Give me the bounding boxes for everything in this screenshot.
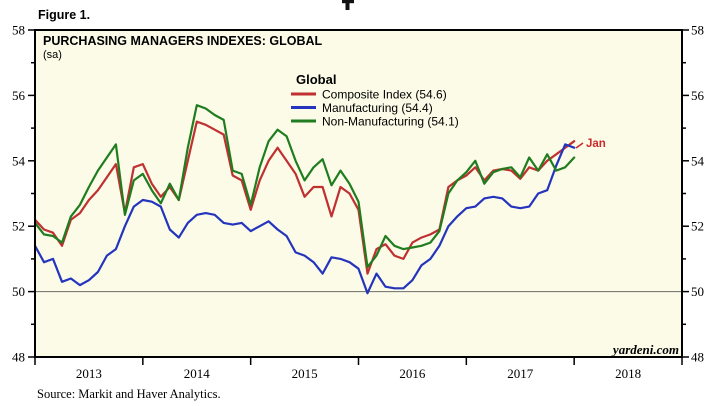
series-layer (33, 104, 576, 295)
x-axis-year-label: 2013 (76, 366, 102, 381)
source-note: Source: Markit and Haver Analytics. (37, 387, 221, 401)
chart-title: PURCHASING MANAGERS INDEXES: GLOBAL (43, 34, 323, 48)
legend-label-2: Non-Manufacturing (54.1) (322, 115, 459, 129)
y-axis-label-left: 48 (12, 350, 25, 365)
x-axis-year-label: 2017 (507, 366, 534, 381)
axes-layer: 48 48 50 50 52 52 54 54 56 56 58 58 2013 2014 2015 2016… (12, 23, 705, 382)
x-axis-year-label: 2015 (292, 366, 318, 381)
legend-label-0: Composite Index (54.6) (322, 88, 447, 102)
y-axis-label-left: 56 (12, 88, 26, 103)
x-axis-year-label: 2014 (184, 366, 211, 381)
x-axis-year-label: 2016 (399, 366, 426, 381)
legend: Composite Index (54.6)Manufacturing (54.… (291, 88, 459, 129)
y-axis-label-right: 58 (691, 23, 704, 38)
annotation-leader-line (575, 142, 584, 149)
series-line-manufacturing (33, 143, 576, 295)
plot-frame (34, 29, 683, 358)
legend-label-1: Manufacturing (54.4) (322, 101, 433, 115)
y-axis-label-left: 52 (12, 219, 25, 234)
chart-subtitle: (sa) (43, 49, 62, 61)
y-axis-label-right: 52 (691, 219, 704, 234)
y-axis-label-right: 54 (691, 153, 705, 168)
y-axis-label-right: 50 (691, 284, 704, 299)
y-axis-label-right: 56 (691, 88, 705, 103)
latest-month-annotation: Jan (586, 138, 606, 150)
series-line-non-manufacturing (33, 104, 576, 269)
plot-area-background (35, 30, 682, 357)
y-axis-label-right: 48 (691, 350, 704, 365)
cropped-text-artifact (342, 0, 354, 10)
legend-header: Global (296, 72, 336, 87)
y-axis-label-left: 54 (12, 153, 26, 168)
figure-label: Figure 1. (38, 8, 90, 22)
y-axis-label-left: 50 (12, 284, 25, 299)
y-axis-label-left: 58 (12, 23, 25, 38)
watermark: yardeni.com (611, 342, 679, 357)
x-axis-year-label: 2018 (615, 366, 641, 381)
